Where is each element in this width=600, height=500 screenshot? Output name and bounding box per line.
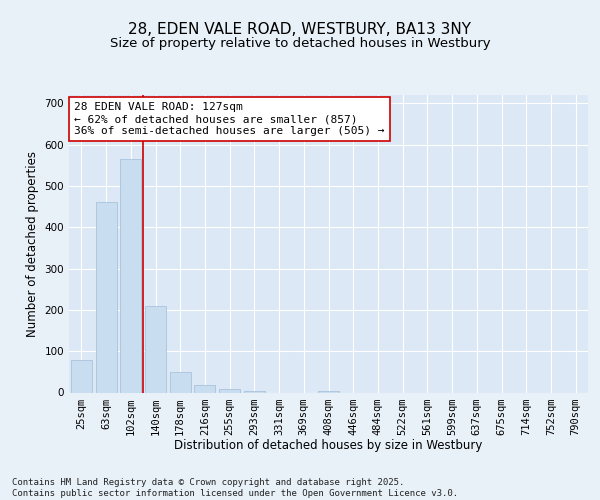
Bar bbox=[120, 159, 141, 392]
Bar bbox=[194, 385, 215, 392]
Bar bbox=[170, 372, 191, 392]
Y-axis label: Number of detached properties: Number of detached properties bbox=[26, 151, 39, 337]
Text: 28, EDEN VALE ROAD, WESTBURY, BA13 3NY: 28, EDEN VALE ROAD, WESTBURY, BA13 3NY bbox=[128, 22, 472, 38]
Text: Size of property relative to detached houses in Westbury: Size of property relative to detached ho… bbox=[110, 38, 490, 51]
Bar bbox=[145, 306, 166, 392]
Bar bbox=[318, 391, 339, 392]
X-axis label: Distribution of detached houses by size in Westbury: Distribution of detached houses by size … bbox=[175, 439, 482, 452]
Bar bbox=[95, 202, 116, 392]
Bar bbox=[71, 360, 92, 392]
Text: 28 EDEN VALE ROAD: 127sqm
← 62% of detached houses are smaller (857)
36% of semi: 28 EDEN VALE ROAD: 127sqm ← 62% of detac… bbox=[74, 102, 385, 136]
Bar bbox=[244, 391, 265, 392]
Bar bbox=[219, 389, 240, 392]
Text: Contains HM Land Registry data © Crown copyright and database right 2025.
Contai: Contains HM Land Registry data © Crown c… bbox=[12, 478, 458, 498]
